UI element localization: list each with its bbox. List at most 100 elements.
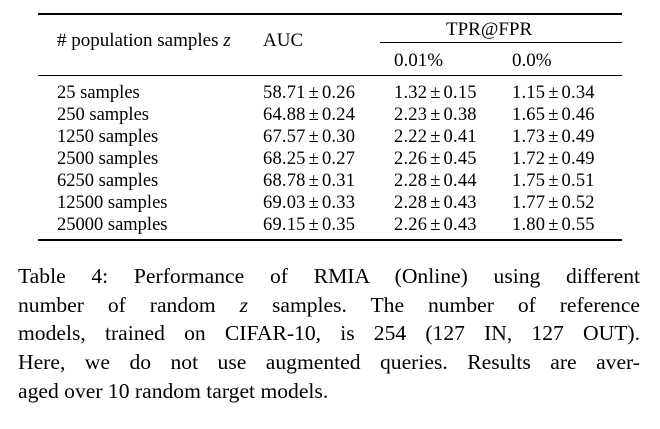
caption-line-1: Table 4: Performance of RMIA (Online) us…	[18, 264, 640, 288]
tpr-group-rule	[380, 42, 622, 43]
pm-symbol: ±	[430, 193, 441, 213]
auc-value: 58.71	[263, 83, 306, 103]
row-samples: 2500 samples	[57, 149, 159, 169]
tpr-00-value: 1.77	[512, 193, 546, 213]
tpr-00-value: 1.72	[512, 149, 546, 169]
header-samples: # population samples z	[57, 31, 231, 50]
pm-symbol: ±	[308, 127, 319, 147]
row-tpr-00: 1.80 ±0.55	[512, 216, 595, 235]
auc-value: 68.25	[263, 149, 306, 169]
auc-sd: 0.26	[321, 83, 356, 103]
row-auc: 64.88 ±0.24	[263, 106, 355, 125]
tpr-001-sd: 0.38	[443, 105, 477, 125]
auc-sd: 0.35	[321, 215, 356, 235]
tpr-00-sd: 0.46	[561, 105, 595, 125]
row-auc: 58.71 ±0.26	[263, 84, 355, 103]
tpr-001-sd: 0.43	[443, 215, 477, 235]
row-tpr-00: 1.77 ±0.52	[512, 194, 595, 213]
tpr-001-value: 1.32	[394, 83, 428, 103]
pm-symbol: ±	[308, 193, 319, 213]
header-tpr-group: TPR@FPR	[446, 19, 533, 40]
pm-symbol: ±	[430, 127, 441, 147]
tpr-001-value: 2.22	[394, 127, 428, 147]
row-tpr-001: 2.26 ±0.45	[394, 150, 477, 169]
tpr-001-value: 2.26	[394, 149, 428, 169]
row-samples: 6250 samples	[57, 171, 159, 191]
row-samples: 250 samples	[57, 105, 149, 125]
pm-symbol: ±	[548, 171, 559, 191]
row-auc: 69.03 ±0.33	[263, 194, 355, 213]
caption-line-4: Here, we do not use augmented queries. R…	[18, 350, 640, 375]
row-tpr-00: 1.75 ±0.51	[512, 172, 595, 191]
tpr-00-value: 1.73	[512, 127, 546, 147]
table-caption: Table 4: Performance of RMIA (Online) us…	[18, 262, 640, 406]
row-tpr-00: 1.73 ±0.49	[512, 128, 595, 147]
tpr-001-value: 2.26	[394, 215, 428, 235]
row-tpr-001: 2.22 ±0.41	[394, 128, 477, 147]
pm-symbol: ±	[548, 149, 559, 169]
pm-symbol: ±	[430, 83, 441, 103]
tpr-001-value: 2.28	[394, 171, 428, 191]
pm-symbol: ±	[308, 149, 319, 169]
row-auc: 68.78 ±0.31	[263, 172, 355, 191]
row-auc: 67.57 ±0.30	[263, 128, 355, 147]
tpr-001-value: 2.23	[394, 105, 428, 125]
tpr-001-sd: 0.44	[443, 171, 477, 191]
auc-sd: 0.31	[321, 171, 356, 191]
caption-line-2-end: samples. The number of reference	[248, 292, 641, 317]
header-auc: AUC	[263, 30, 304, 51]
pm-symbol: ±	[308, 171, 319, 191]
pm-symbol: ±	[548, 83, 559, 103]
pm-symbol: ±	[548, 105, 559, 125]
auc-sd: 0.33	[321, 193, 356, 213]
header-tpr-001: 0.01%	[394, 50, 444, 71]
tpr-00-sd: 0.55	[561, 215, 595, 235]
row-tpr-00: 1.65 ±0.46	[512, 106, 595, 125]
row-samples: 12500 samples	[57, 193, 168, 213]
row-samples: 25000 samples	[57, 215, 168, 235]
auc-sd: 0.27	[321, 149, 356, 169]
tpr-001-sd: 0.43	[443, 193, 477, 213]
row-tpr-001: 2.28 ±0.44	[394, 172, 477, 191]
auc-sd: 0.24	[321, 105, 356, 125]
header-tpr-00: 0.0%	[512, 50, 552, 71]
auc-sd: 0.30	[321, 127, 356, 147]
table-mid-rule	[38, 75, 622, 76]
row-samples: 25 samples	[57, 83, 140, 103]
tpr-00-sd: 0.51	[561, 171, 595, 191]
auc-value: 68.78	[263, 171, 306, 191]
tpr-001-sd: 0.45	[443, 149, 477, 169]
row-tpr-001: 2.28 ±0.43	[394, 194, 477, 213]
row-tpr-00: 1.15 ±0.34	[512, 84, 595, 103]
tpr-00-value: 1.80	[512, 215, 546, 235]
pm-symbol: ±	[308, 83, 319, 103]
caption-line-2-start: number of random	[18, 292, 240, 317]
caption-line-2: number of random z samples. The number o…	[18, 291, 640, 320]
row-samples: 1250 samples	[57, 127, 159, 147]
auc-value: 69.03	[263, 193, 306, 213]
pm-symbol: ±	[430, 105, 441, 125]
tpr-00-sd: 0.34	[561, 83, 595, 103]
tpr-001-sd: 0.15	[443, 83, 477, 103]
tpr-00-value: 1.75	[512, 171, 546, 191]
caption-line-5: aged over 10 random target models.	[18, 378, 329, 403]
pm-symbol: ±	[430, 215, 441, 235]
row-auc: 69.15 ±0.35	[263, 216, 355, 235]
pm-symbol: ±	[308, 105, 319, 125]
table-top-rule	[38, 13, 622, 15]
auc-value: 67.57	[263, 127, 306, 147]
pm-symbol: ±	[548, 127, 559, 147]
pm-symbol: ±	[548, 193, 559, 213]
row-tpr-001: 2.23 ±0.38	[394, 106, 477, 125]
row-tpr-001: 2.26 ±0.43	[394, 216, 477, 235]
pm-symbol: ±	[430, 171, 441, 191]
auc-value: 64.88	[263, 105, 306, 125]
tpr-00-sd: 0.52	[561, 193, 595, 213]
table-bottom-rule	[38, 239, 622, 241]
header-samples-label: # population samples	[57, 30, 219, 51]
row-tpr-001: 1.32 ±0.15	[394, 84, 477, 103]
tpr-001-value: 2.28	[394, 193, 428, 213]
tpr-001-sd: 0.41	[443, 127, 477, 147]
row-tpr-00: 1.72 ±0.49	[512, 150, 595, 169]
pm-symbol: ±	[548, 215, 559, 235]
